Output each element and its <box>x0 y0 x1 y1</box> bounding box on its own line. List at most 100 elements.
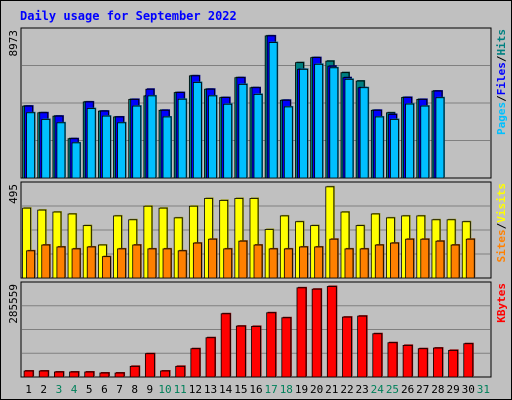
x-tick-label: 20 <box>310 383 323 396</box>
x-tick-label: 7 <box>116 383 123 396</box>
bar-pages <box>41 119 51 179</box>
bar <box>372 332 383 378</box>
bar-pages <box>208 95 217 179</box>
bar <box>390 118 400 179</box>
bar-pages <box>435 97 445 179</box>
bar <box>147 247 157 279</box>
x-tick-label: 18 <box>280 383 293 396</box>
bar <box>266 311 277 378</box>
bar-pages <box>374 116 384 179</box>
x-tick-label: 10 <box>158 383 171 396</box>
bar <box>117 247 127 279</box>
bar-kbytes <box>463 343 474 378</box>
bar <box>311 288 323 378</box>
legend-item: Pages <box>495 102 508 135</box>
bar <box>56 245 66 279</box>
bar-kbytes <box>160 370 170 378</box>
bar-kbytes <box>251 326 261 378</box>
bar <box>342 316 353 378</box>
bar-pages <box>299 68 308 179</box>
bar <box>190 347 201 378</box>
legend-item: Hits <box>495 29 508 56</box>
bar-pages <box>223 103 233 179</box>
bar-sites <box>253 244 263 279</box>
bar-kbytes <box>326 286 337 378</box>
bar <box>448 349 459 378</box>
bar-sites <box>390 242 399 279</box>
x-tick-label: 8 <box>131 383 138 396</box>
bar <box>101 115 112 179</box>
bar-sites <box>26 250 35 279</box>
bar-pages <box>177 98 187 179</box>
bar-sites <box>299 246 308 279</box>
bar-pages <box>283 106 293 179</box>
bar <box>177 98 188 179</box>
bar <box>344 78 354 179</box>
bar <box>465 238 476 279</box>
panel-pages-files-hits: 8973 Pages/Files/Hits <box>7 27 508 179</box>
bar <box>420 238 430 279</box>
bar-pages <box>132 105 142 179</box>
bar <box>314 245 324 279</box>
x-tick-label: 24 <box>371 383 385 396</box>
bar <box>238 240 248 279</box>
chart-title: Daily usage for September 2022 <box>20 9 237 23</box>
bar-kbytes <box>235 325 246 378</box>
x-tick-label: 31 <box>477 383 490 396</box>
legend-separator: / <box>495 222 508 229</box>
bar-pages <box>314 63 324 179</box>
bar-kbytes <box>84 371 95 378</box>
bar <box>26 111 36 179</box>
bar <box>69 371 80 378</box>
bar-kbytes <box>372 333 383 378</box>
bar-sites <box>86 246 96 279</box>
x-tick-label: 27 <box>416 383 429 396</box>
bar-kbytes <box>311 288 322 378</box>
bar-sites <box>56 246 66 279</box>
bar <box>54 371 65 378</box>
bar-kbytes <box>144 353 155 378</box>
bar-kbytes <box>190 348 201 378</box>
y-max-label: 8973 <box>7 30 20 57</box>
bar-sites <box>405 238 415 279</box>
x-tick-label: 17 <box>265 383 278 396</box>
bar-sites <box>238 240 248 279</box>
bar <box>162 115 173 179</box>
plot-area: 8973Pages/Files/Hits495Sites/Visits28555… <box>7 27 508 378</box>
bar <box>268 41 279 179</box>
bar <box>314 63 324 179</box>
bar-sites <box>132 244 142 279</box>
bar <box>283 247 294 279</box>
x-tick-label: 26 <box>401 383 414 396</box>
bar <box>56 121 66 179</box>
bar <box>129 365 141 378</box>
bar-pages <box>359 87 369 179</box>
x-tick-label: 6 <box>101 383 108 396</box>
legend-item: Sites <box>495 229 508 262</box>
bar <box>296 286 307 378</box>
bar-sites <box>147 248 157 279</box>
bar-kbytes <box>129 365 140 378</box>
bar <box>208 94 218 179</box>
legend: Pages/Files/Hits <box>495 29 508 135</box>
bar <box>41 244 51 279</box>
bar-pages <box>344 78 354 179</box>
bar-sites <box>450 244 460 279</box>
bar-pages <box>329 67 339 179</box>
bar-sites <box>314 246 324 279</box>
bar <box>144 352 156 378</box>
bar-kbytes <box>114 372 125 378</box>
panel-kbytes: 285559 KBytes <box>7 281 508 378</box>
bar-kbytes <box>402 344 413 378</box>
bar-kbytes <box>54 371 64 378</box>
bar <box>71 141 82 179</box>
bar <box>99 372 110 378</box>
bar-sites <box>465 238 475 279</box>
bar <box>435 96 445 179</box>
x-tick-label: 16 <box>249 383 262 396</box>
bar <box>299 68 309 179</box>
bar-pages <box>192 82 202 179</box>
bar-pages <box>390 119 399 179</box>
x-tick-label: 3 <box>56 383 63 396</box>
bar-kbytes <box>433 347 443 378</box>
